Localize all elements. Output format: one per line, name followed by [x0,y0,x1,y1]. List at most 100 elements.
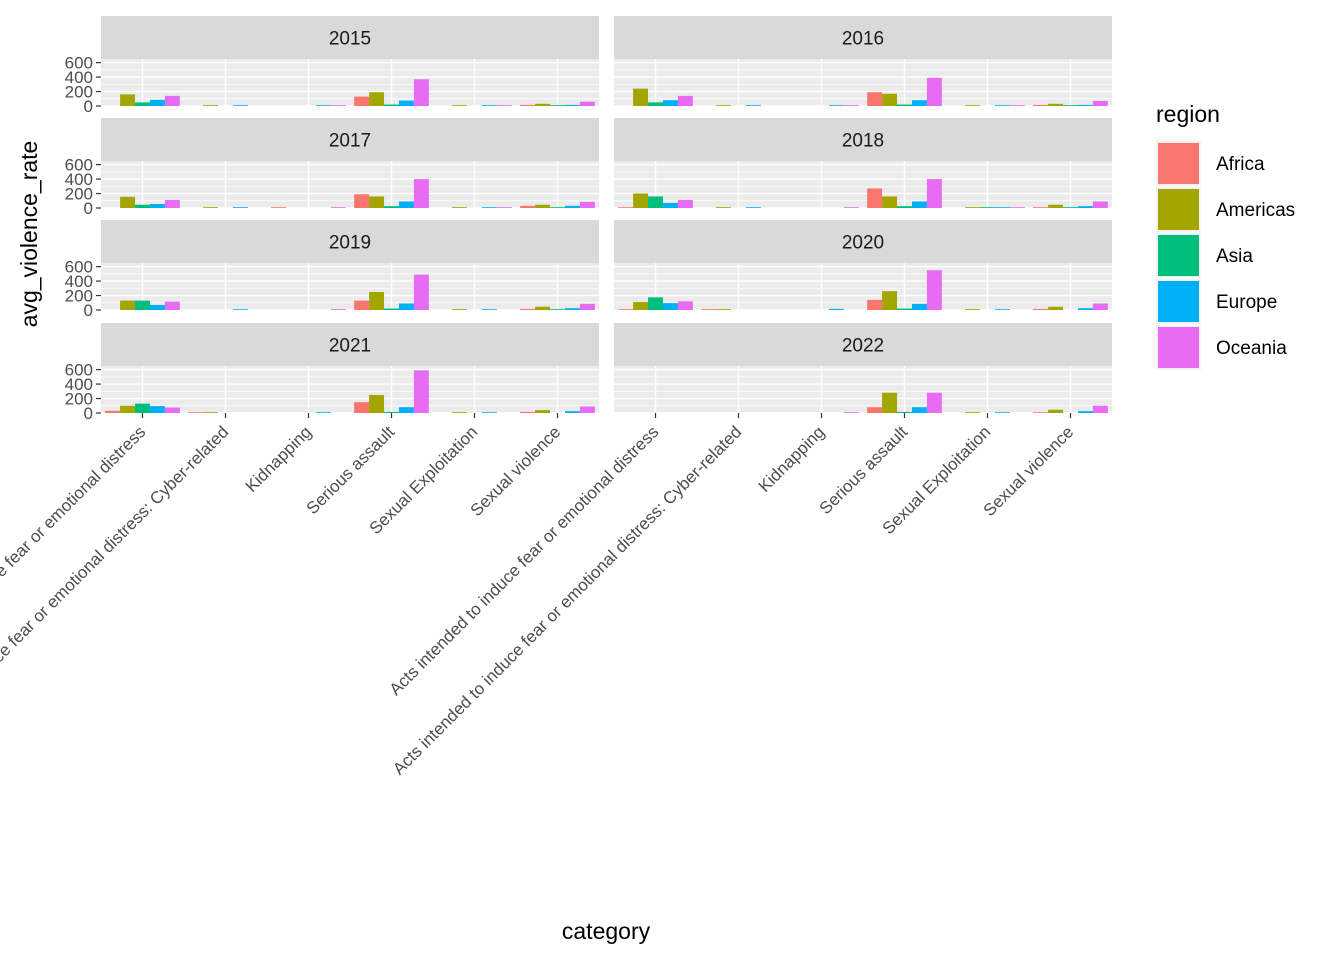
y-tick-label: 600 [65,361,93,380]
facet-panel-2021: 2021 [101,323,599,414]
bar-2020-4-europe [994,309,1010,310]
bar-2018-4-europe [994,207,1010,208]
bar-2020-2-europe [828,308,844,310]
facet-strip-label: 2020 [842,233,884,254]
bar-2020-0-europe [662,303,678,310]
bar-2021-3-americas [369,394,385,413]
bar-2019-0-oceania [164,301,180,310]
facet-strip-label: 2017 [329,131,371,152]
legend-key-oceania [1158,327,1199,368]
panel-background [101,59,599,106]
facet-strip [101,16,599,59]
bar-2021-0-americas [120,405,136,413]
bar-2019-3-europe [398,303,414,310]
panel-background [101,263,599,310]
bar-2015-3-americas [369,92,385,106]
bar-2017-3-americas [369,196,385,208]
bar-2017-4-oceania [496,207,512,208]
bar-2018-0-americas [633,193,649,208]
legend-title: region [1156,101,1220,127]
bar-2015-0-oceania [164,95,180,106]
facet-strip [101,118,599,161]
bar-2017-5-europe [564,205,580,208]
legend-key-europe [1158,281,1199,322]
bar-2022-5-europe [1077,411,1093,413]
bar-2017-2-africa [271,207,287,208]
y-tick-label: 400 [65,272,93,291]
bar-2016-2-oceania [843,105,859,106]
bar-2018-3-asia [897,206,912,208]
bar-2016-0-americas [633,88,649,106]
y-tick-label: 0 [84,199,93,218]
facet-panel-2016: 2016 [614,16,1112,107]
x-tick-label: Serious assault [303,422,399,518]
bar-2016-3-asia [897,104,912,106]
facet-panel-2018: 2018 [614,118,1112,209]
facet-panel-2020: 2020 [614,220,1112,311]
panel-background [101,366,599,413]
x-tick-label: Sexual violence [467,422,565,520]
bar-2022-2-oceania [843,412,859,413]
bar-2017-4-americas [452,207,468,208]
bar-2016-5-africa [1033,104,1049,106]
bar-2020-3-asia [897,308,912,310]
bar-2020-5-oceania [1092,303,1108,310]
bar-2022-3-africa [867,407,883,413]
bar-2017-5-africa [520,205,536,208]
bar-2019-0-americas [120,300,136,310]
bar-2015-4-europe [481,105,497,106]
bar-2018-5-americas [1048,204,1064,208]
bar-2019-1-europe [232,309,248,310]
facet-panels: 2015 2016 2017 2018 2019 2020 2021 2022 [101,16,1112,414]
legend-label-africa: Africa [1216,154,1265,175]
legend-label-europe: Europe [1216,292,1277,313]
bar-2017-3-europe [398,201,414,208]
bar-2021-5-europe [564,411,580,413]
bar-2020-3-africa [867,299,883,310]
bar-2015-3-europe [398,100,414,106]
y-axis-title: avg_violence_rate [16,141,42,328]
bar-2021-0-europe [149,406,165,413]
bar-2019-4-europe [481,309,497,310]
y-tick-label: 200 [65,185,93,204]
bar-2021-1-africa [188,412,204,413]
bar-2018-1-americas [716,207,732,208]
bar-2017-2-oceania [330,207,346,208]
bar-2021-5-africa [520,411,536,413]
bar-2017-3-asia [384,206,399,208]
bar-2019-5-americas [535,306,551,310]
bar-2020-1-africa [701,309,717,310]
y-tick-label: 200 [65,390,93,409]
facet-panel-2017: 2017 [101,118,599,209]
bar-2016-4-europe [994,105,1010,106]
bar-2019-0-europe [149,304,165,310]
facet-strip [614,118,1112,161]
bar-2015-2-oceania [330,105,346,106]
bar-2017-0-europe [149,204,165,208]
facet-strip [614,220,1112,263]
legend-key-americas [1158,189,1199,230]
bar-2016-1-americas [716,105,732,106]
bar-2021-3-africa [354,402,370,413]
bar-2017-1-europe [232,207,248,208]
bar-2020-5-africa [1033,308,1049,310]
x-tick-label: Kidnapping [755,422,829,496]
bar-2015-1-europe [232,105,248,106]
x-tick-label: Acts intended to induce fear or emotiona… [0,422,232,778]
facet-strip-label: 2022 [842,336,884,357]
bar-2021-3-europe [398,407,414,413]
bar-2015-4-americas [452,105,468,106]
bar-2019-5-asia [550,309,565,310]
y-tick-label: 200 [65,83,93,102]
bar-2020-3-oceania [926,270,942,310]
facet-strip-label: 2021 [329,336,371,357]
bar-2017-0-oceania [164,200,180,208]
bar-2018-3-africa [867,188,883,208]
bar-2022-4-americas [965,412,981,413]
bar-2018-5-africa [1033,207,1049,208]
bar-2018-4-asia [980,207,995,208]
bar-2019-5-africa [520,308,536,310]
y-tick-label: 0 [84,301,93,320]
bar-2015-5-europe [564,104,580,106]
bar-2017-5-asia [550,207,565,208]
